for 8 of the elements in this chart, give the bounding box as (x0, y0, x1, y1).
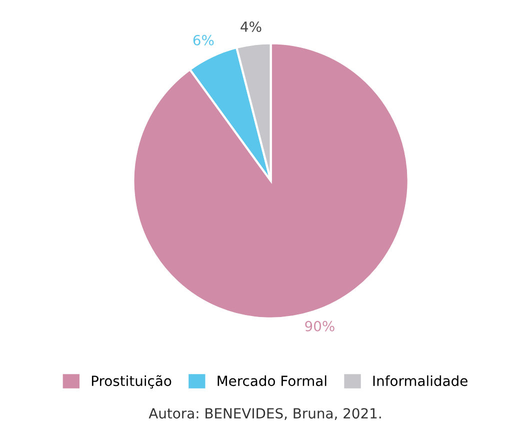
data-label: 6% (193, 34, 214, 46)
data-label: 90% (305, 320, 334, 332)
pie-slice (188, 46, 272, 182)
legend-label: Prostituição (92, 375, 172, 389)
legend-label: Informalidade (373, 375, 468, 386)
legend-label: Mercado Formal (218, 375, 326, 386)
text: Autora: BENEVIDES, Bruna, 2021. (148, 408, 381, 420)
data-label: 4% (240, 21, 262, 32)
